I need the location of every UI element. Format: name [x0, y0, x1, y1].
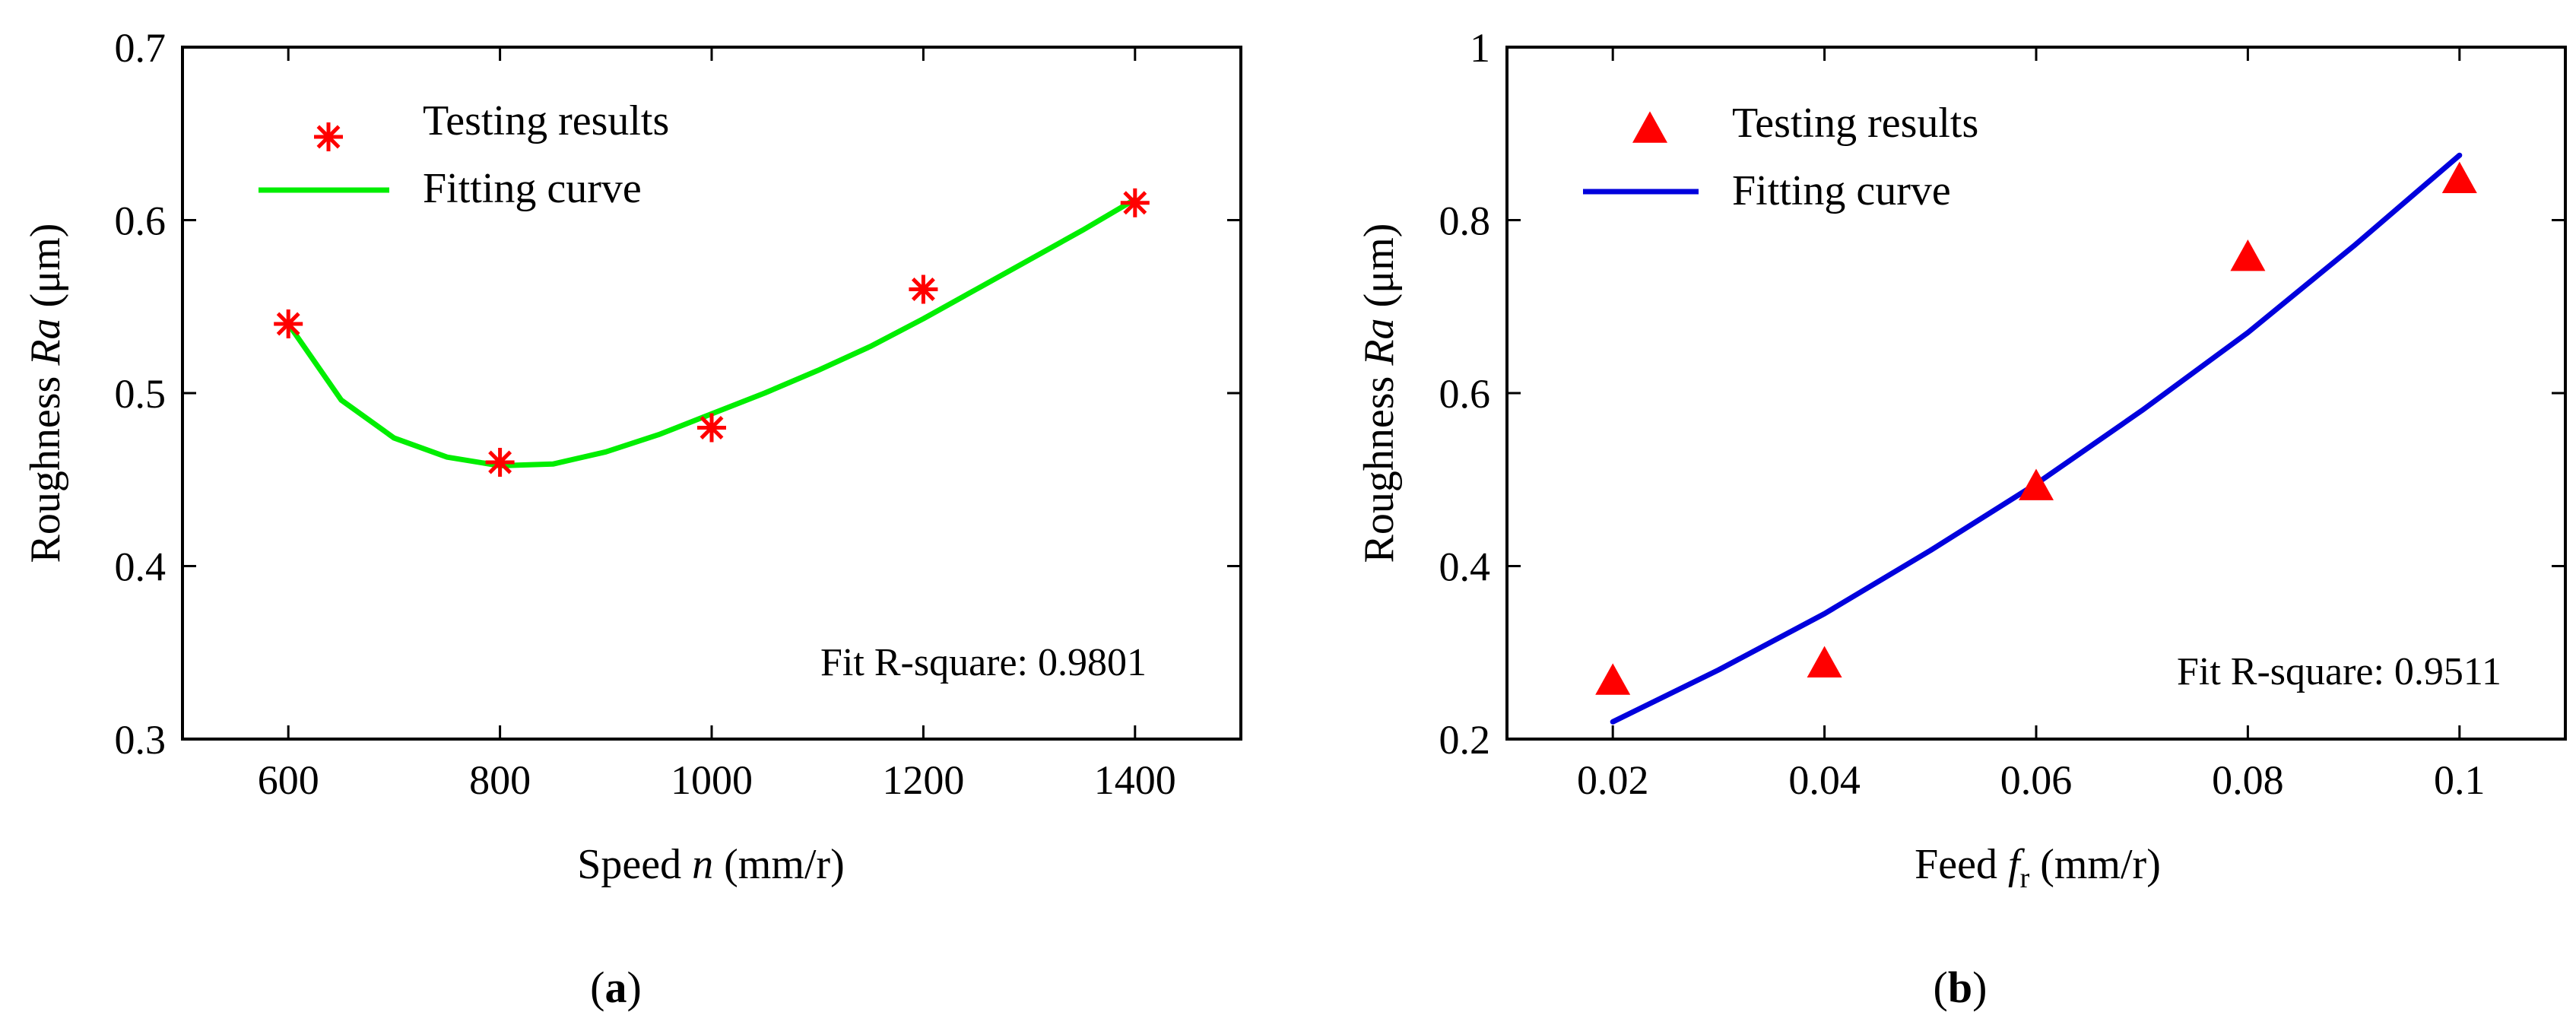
data-point-a-0 [274, 309, 303, 338]
chart-panel-a: 0.3 0.4 0.5 0.6 0.7 600 800 1000 1200 1400 Testi… [22, 25, 1242, 1012]
x-axis-label-b: Feed fr (mm/r) [1915, 841, 2161, 894]
x-axis-label-prefix-a: Speed [577, 841, 692, 888]
y-tick-label-a-0: 0.3 [115, 717, 167, 763]
legend-marker-shape-a [314, 122, 343, 151]
x-axis-label-sub-b: r [2020, 862, 2030, 894]
x-axis-label-a: Speed n (mm/r) [577, 841, 844, 888]
data-point-a-1 [485, 448, 515, 477]
plot-frame-b [1505, 46, 2567, 741]
panel-caption-a: (a) [590, 963, 642, 1012]
legend-label-testing-results-a: Testing results [423, 97, 669, 144]
data-point-a-3 [909, 274, 938, 304]
x-ticks-b: 0.02 0.04 0.06 0.08 0.1 [1577, 47, 2486, 803]
legend-marker-testing-results-a [314, 122, 343, 151]
plot-area-a [274, 188, 1150, 477]
x-tick-label-b-2: 0.06 [2000, 757, 2073, 803]
y-axis-label-unit-a: (μm) [22, 224, 69, 319]
y-axis-label-var-a: Ra [22, 318, 69, 366]
data-point-b-2 [2019, 468, 2054, 500]
data-point-a-1-stroke-d2 [488, 450, 512, 474]
data-point-a-4 [1120, 188, 1150, 217]
data-point-a-2 [697, 413, 726, 443]
x-tick-label-a-3: 1200 [882, 757, 964, 803]
legend-marker-shape-a-stroke-d2 [316, 125, 341, 149]
x-axis-label-unit-b: (mm/r) [2029, 841, 2161, 888]
legend-label-fitting-curve-a: Fitting curve [423, 165, 642, 212]
x-tick-label-a-4: 1400 [1094, 757, 1176, 803]
y-axis-label-b: Roughness Ra (μm) [1356, 224, 1403, 563]
fit-annotation-b: Fit R-square: 0.9511 [2177, 650, 2501, 693]
y-axis-label-a: Roughness Ra (μm) [22, 224, 69, 563]
y-axis-label-var-b: Ra [1356, 318, 1403, 366]
data-point-b-1 [1807, 646, 1842, 678]
data-point-a-4-stroke-d2 [1123, 191, 1147, 215]
x-axis-label-unit-a: (mm/r) [713, 841, 845, 888]
y-tick-label-b-2: 0.6 [1439, 371, 1491, 417]
fitting-curve-line-b [1610, 152, 2463, 725]
y-axis-label-prefix-a: Roughness [22, 366, 69, 563]
data-point-a-0-stroke-d2 [276, 312, 300, 336]
data-point-a-2-stroke-d2 [700, 416, 724, 439]
y-axis-label-prefix-b: Roughness [1356, 366, 1403, 563]
fit-annotation-a: Fit R-square: 0.9801 [820, 641, 1147, 684]
legend-marker-shape-b [1632, 111, 1667, 143]
plot-frame-a [181, 46, 1242, 741]
y-tick-label-b-4: 1 [1470, 25, 1490, 71]
x-tick-label-b-1: 0.04 [1788, 757, 1861, 803]
y-tick-label-a-2: 0.5 [115, 371, 167, 417]
y-axis-label-unit-b: (μm) [1356, 224, 1403, 319]
chart-panel-b: 0.2 0.4 0.6 0.8 1 0.02 0.04 0.06 0.08 0.1 Testin… [1356, 25, 2567, 1012]
x-tick-label-a-2: 1000 [671, 757, 753, 803]
legend-marker-testing-results-b [1632, 111, 1667, 143]
data-point-b-4 [2441, 161, 2477, 194]
legend-b: Testing results Fitting curve [1583, 100, 1978, 214]
panel-caption-b: (b) [1934, 963, 1988, 1012]
x-tick-label-b-0: 0.02 [1577, 757, 1649, 803]
y-tick-label-a-3: 0.6 [115, 198, 167, 244]
data-point-a-3-stroke-d2 [911, 278, 935, 301]
y-tick-label-b-0: 0.2 [1439, 717, 1491, 763]
x-ticks-a: 600 800 1000 1200 1400 [258, 47, 1176, 803]
x-tick-label-a-1: 800 [469, 757, 531, 803]
x-tick-label-b-3: 0.08 [2212, 757, 2284, 803]
x-tick-label-a-0: 600 [258, 757, 319, 803]
y-ticks-a: 0.3 0.4 0.5 0.6 0.7 [115, 25, 1241, 763]
y-tick-label-a-1: 0.4 [115, 544, 167, 590]
panel-caption-letter-b: b [1948, 963, 1972, 1012]
legend-label-testing-results-b: Testing results [1732, 100, 1978, 147]
legend-a: Testing results Fitting curve [259, 97, 669, 212]
x-axis-label-prefix-b: Feed [1915, 841, 2008, 888]
data-point-b-3 [2230, 240, 2266, 271]
legend-label-fitting-curve-b: Fitting curve [1732, 167, 1951, 214]
x-tick-label-b-4: 0.1 [2434, 757, 2486, 803]
data-point-b-0 [1595, 663, 1631, 695]
y-tick-label-b-3: 0.8 [1439, 198, 1491, 244]
panel-caption-letter-a: a [605, 963, 627, 1012]
y-tick-label-a-4: 0.7 [115, 25, 167, 71]
plot-area-b [1595, 152, 2477, 725]
y-tick-label-b-1: 0.4 [1439, 544, 1491, 590]
x-axis-label-var-a: n [692, 841, 713, 888]
y-ticks-b: 0.2 0.4 0.6 0.8 1 [1439, 25, 2565, 763]
